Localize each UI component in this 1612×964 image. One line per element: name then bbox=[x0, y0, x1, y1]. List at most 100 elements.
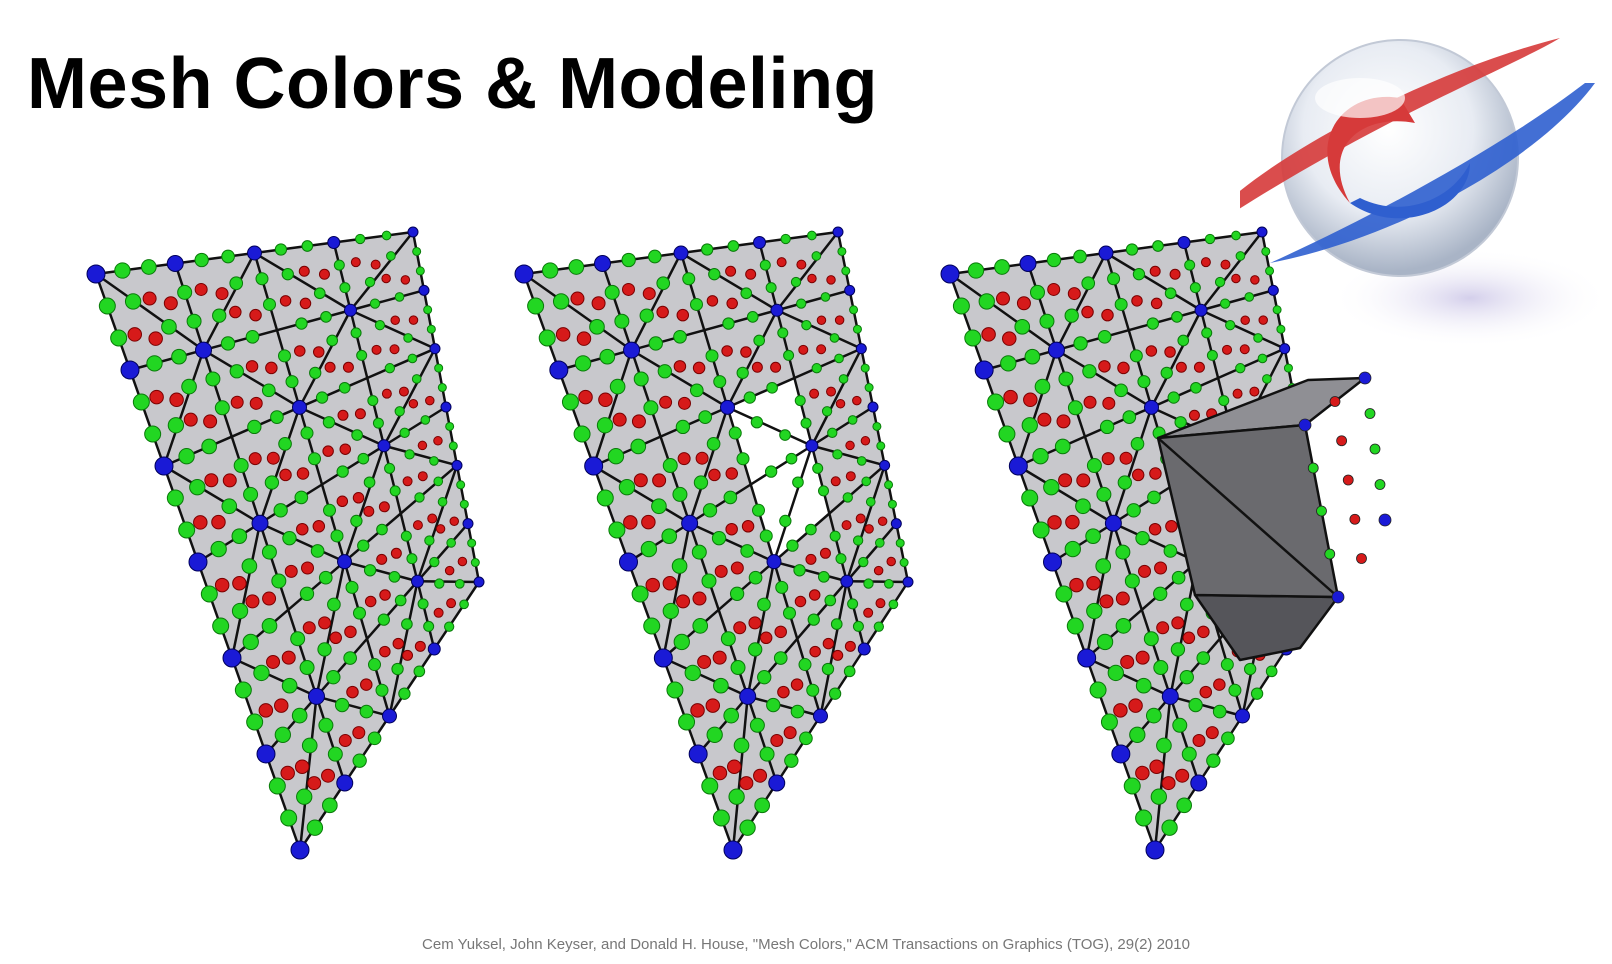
face-color-sample bbox=[659, 395, 673, 409]
mesh-edge bbox=[662, 522, 691, 660]
face-color-sample bbox=[427, 513, 438, 524]
mesh-edge bbox=[298, 309, 352, 409]
edge-color-sample bbox=[693, 475, 709, 490]
edge-color-sample bbox=[171, 348, 187, 365]
edge-color-sample bbox=[574, 355, 592, 372]
edge-color-sample bbox=[350, 327, 362, 339]
face-color-sample bbox=[1099, 594, 1114, 609]
face-color-sample bbox=[266, 451, 280, 465]
edge-color-sample bbox=[274, 243, 288, 256]
mesh-edge bbox=[1153, 781, 1200, 852]
mesh-edge bbox=[662, 656, 749, 698]
face-color-sample bbox=[645, 577, 660, 593]
face-color-sample bbox=[1149, 759, 1164, 774]
face-color-sample bbox=[352, 492, 365, 504]
face-color-sample bbox=[280, 765, 295, 781]
edge-color-sample bbox=[706, 437, 721, 451]
edge-color-sample bbox=[263, 297, 276, 311]
edge-color-sample bbox=[739, 819, 756, 836]
edge-color-sample bbox=[1129, 349, 1143, 363]
edge-color-sample bbox=[805, 523, 817, 536]
edge-color-sample bbox=[255, 272, 269, 286]
edge-color-sample bbox=[1145, 707, 1162, 724]
face-color-sample bbox=[822, 637, 835, 650]
edge-color-sample bbox=[1067, 400, 1083, 416]
edge-color-sample bbox=[834, 353, 844, 364]
edge-color-sample bbox=[234, 681, 252, 699]
edge-color-sample bbox=[243, 486, 259, 502]
vertex-color-sample bbox=[429, 343, 441, 355]
edge-color-sample bbox=[1064, 308, 1079, 323]
edge-color-sample bbox=[746, 311, 759, 323]
face-color-sample bbox=[1138, 564, 1152, 578]
face-color-sample bbox=[425, 395, 435, 406]
face-color-sample bbox=[1115, 591, 1130, 606]
edge-color-sample bbox=[987, 393, 1005, 411]
vertex-color-sample bbox=[594, 255, 611, 272]
face-color-sample bbox=[312, 346, 325, 358]
face-color-sample bbox=[777, 685, 790, 699]
edge-color-sample bbox=[666, 681, 684, 699]
mesh-hole bbox=[727, 378, 812, 446]
edge-color-sample bbox=[167, 417, 185, 434]
edge-color-sample bbox=[1021, 489, 1039, 507]
face-color-sample bbox=[740, 346, 752, 358]
edge-color-sample bbox=[899, 558, 909, 568]
edge-color-sample bbox=[398, 687, 411, 700]
face-color-sample bbox=[318, 268, 330, 280]
edge-color-sample bbox=[247, 419, 262, 435]
mesh-edge bbox=[1085, 608, 1144, 660]
mesh-edge bbox=[775, 309, 863, 350]
mesh-edge bbox=[253, 251, 352, 312]
edge-color-sample bbox=[753, 334, 766, 347]
edge-color-sample bbox=[394, 406, 405, 417]
edge-color-sample bbox=[281, 268, 294, 281]
edge-color-sample bbox=[280, 809, 298, 827]
edge-color-sample bbox=[221, 249, 235, 264]
mesh-edge bbox=[1153, 695, 1172, 852]
edge-color-sample bbox=[759, 259, 771, 271]
edge-color-sample bbox=[212, 617, 230, 635]
face-color-sample bbox=[392, 637, 405, 650]
face-color-sample bbox=[819, 547, 831, 559]
edge-color-sample bbox=[391, 662, 404, 676]
face-color-sample bbox=[360, 678, 373, 691]
edge-color-sample bbox=[722, 317, 735, 330]
vertex-color-sample bbox=[1047, 341, 1065, 359]
edge-color-sample bbox=[538, 329, 556, 347]
edge-color-sample bbox=[470, 558, 480, 568]
side-color-sample bbox=[1307, 462, 1319, 474]
edge-color-sample bbox=[792, 476, 804, 489]
mesh-edge bbox=[772, 560, 849, 583]
face-color-sample bbox=[886, 556, 896, 567]
mesh-edge bbox=[230, 522, 262, 660]
vertex-color-sample bbox=[584, 456, 604, 476]
face-color-sample bbox=[312, 520, 326, 533]
mesh-edge bbox=[399, 512, 419, 583]
mesh-edge bbox=[775, 714, 822, 785]
edge-color-sample bbox=[783, 606, 796, 620]
edge-color-sample bbox=[711, 530, 727, 546]
face-color-sample bbox=[389, 344, 400, 355]
edge-color-sample bbox=[820, 292, 831, 302]
edge-color-sample bbox=[614, 313, 630, 329]
face-color-sample bbox=[302, 621, 316, 635]
edge-color-sample bbox=[356, 349, 368, 361]
mesh-edge bbox=[202, 348, 301, 409]
face-color-sample bbox=[301, 561, 315, 575]
face-color-sample bbox=[457, 556, 468, 567]
side-color-sample bbox=[1336, 435, 1348, 447]
vertex-color-sample bbox=[1144, 399, 1159, 415]
vertex-color-sample bbox=[1177, 236, 1191, 249]
mesh-edge bbox=[332, 230, 415, 244]
edge-color-sample bbox=[353, 606, 366, 620]
vertex-color-sample bbox=[251, 514, 269, 532]
face-color-sample bbox=[296, 467, 310, 480]
face-color-sample bbox=[352, 726, 366, 740]
mesh-edge bbox=[258, 522, 346, 563]
face-color-sample bbox=[816, 315, 827, 325]
vertex-color-sample bbox=[855, 343, 867, 355]
edge-color-sample bbox=[1176, 797, 1192, 814]
citation: Cem Yuksel, John Keyser, and Donald H. H… bbox=[422, 936, 1190, 953]
edge-color-sample bbox=[824, 594, 837, 607]
